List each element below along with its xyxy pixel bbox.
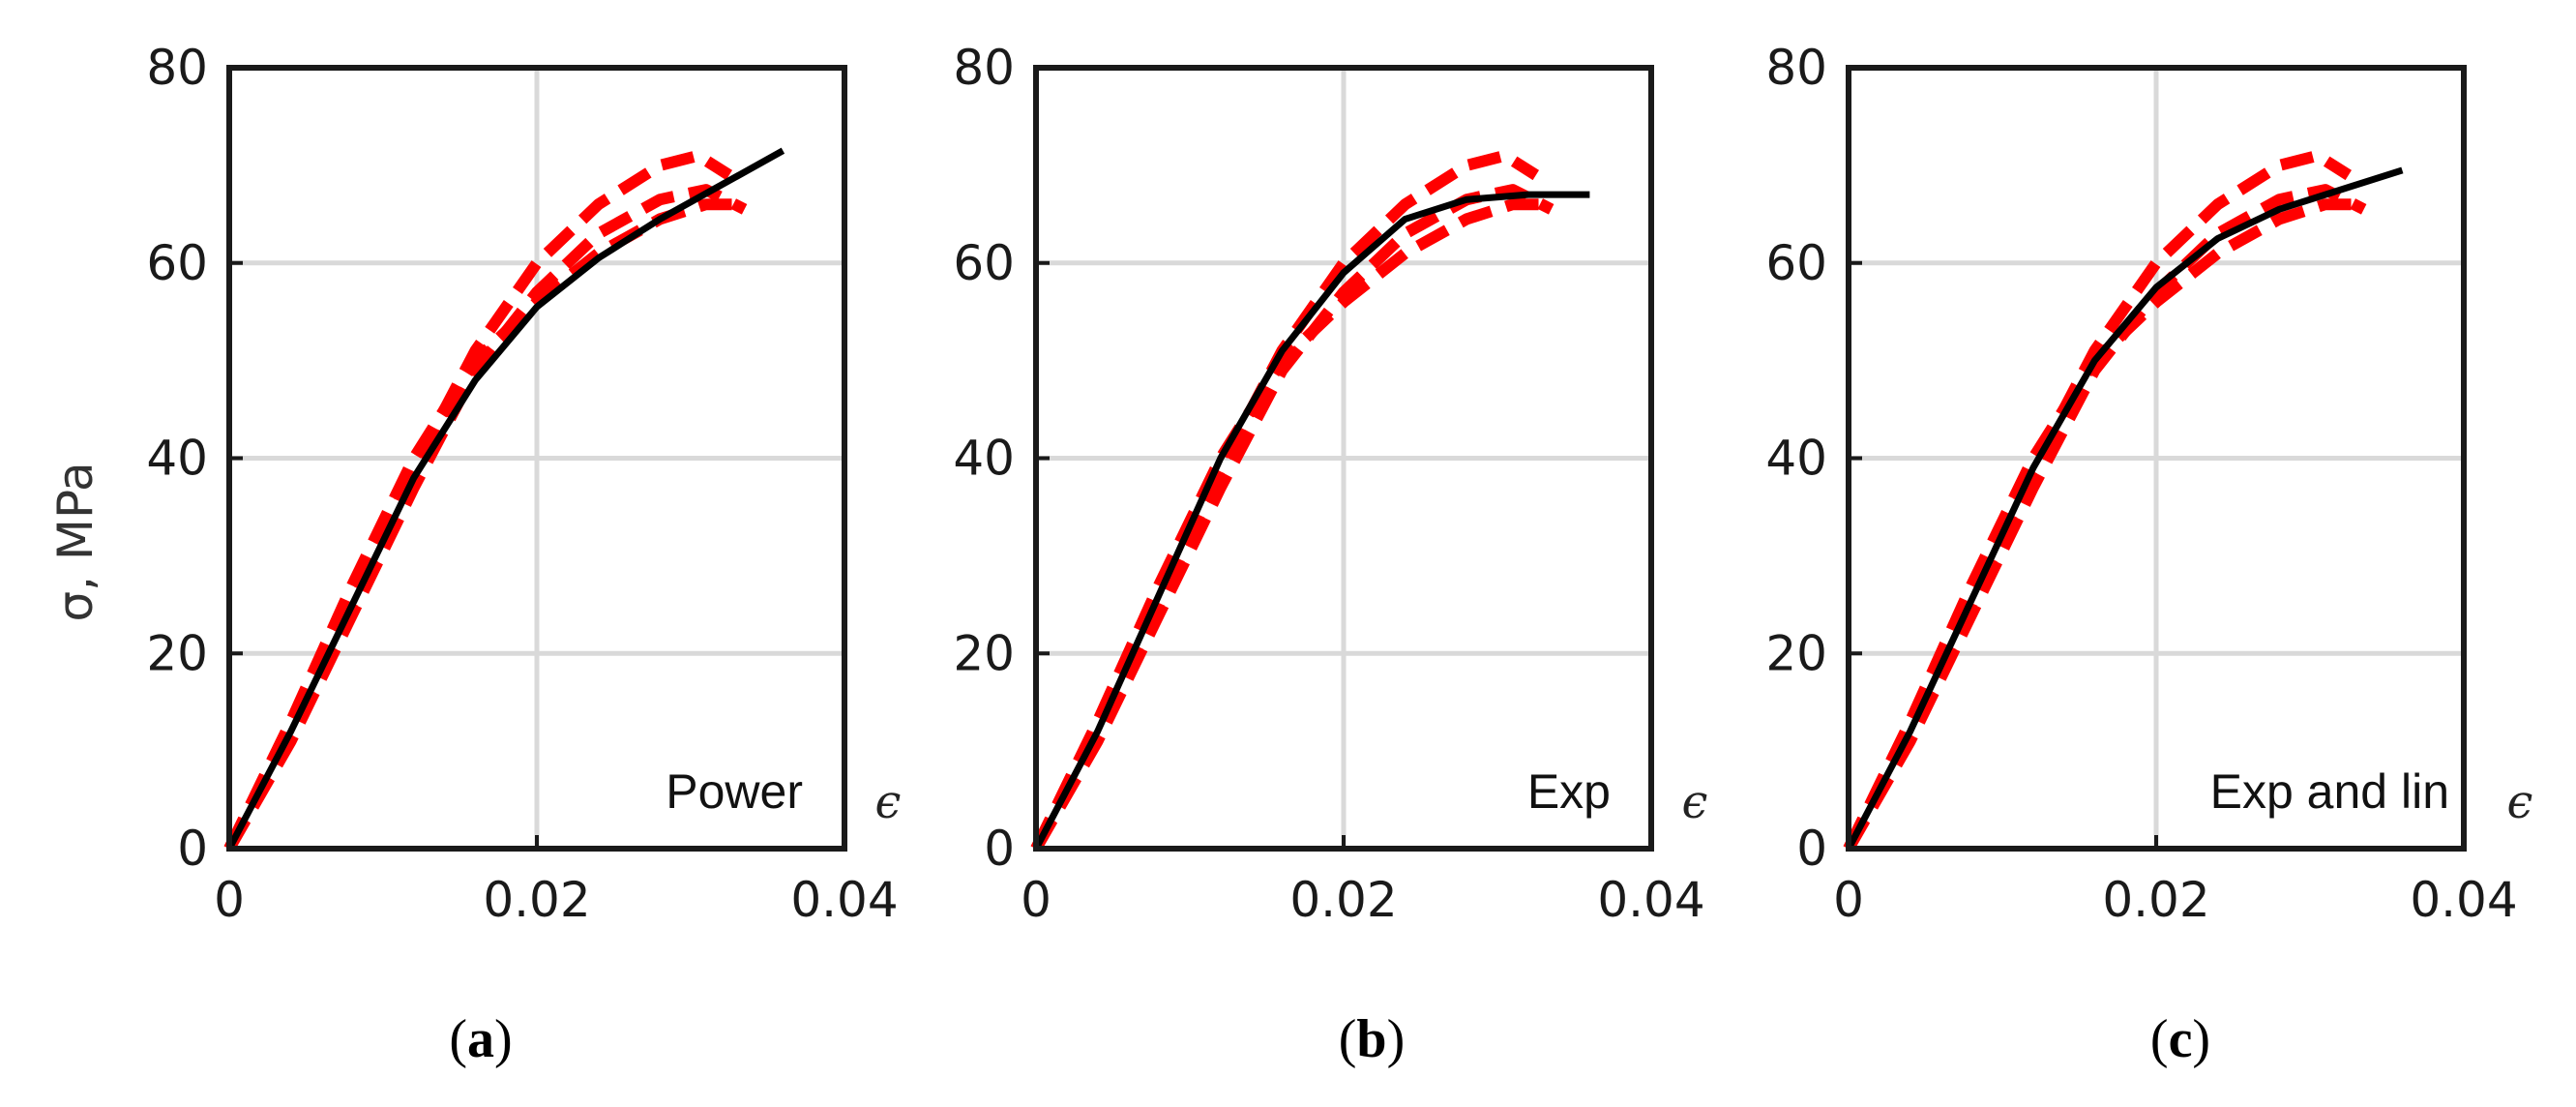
panel-b-ytick-label: 60 <box>953 235 1015 291</box>
panel-b-ytick-label: 40 <box>953 431 1015 487</box>
panel-c-ytick-label: 20 <box>1765 625 1827 681</box>
panel-b-xlabel: ϵ <box>1682 775 1708 829</box>
panel-c-ytick-label: 60 <box>1765 235 1827 291</box>
panel-a-xtick-label: 0.02 <box>483 872 590 928</box>
panel-a-annotation: Power <box>666 764 803 819</box>
panel-b-test-curve-2 <box>1030 184 1554 852</box>
panel-a-ytick-label: 20 <box>146 625 208 681</box>
panel-a-test-curve-1 <box>223 149 733 852</box>
panel-b-test-curve-3 <box>1030 198 1552 852</box>
panel-b-caption: (b) <box>1339 1009 1405 1069</box>
panel-b-xtick-label: 0 <box>1021 872 1051 928</box>
panel-c-ytick-label: 40 <box>1765 431 1827 487</box>
panel-b-ytick-label: 0 <box>984 821 1015 877</box>
panel-b-xtick-label: 0.02 <box>1289 872 1397 928</box>
panel-b-test-curve-1 <box>1030 149 1540 852</box>
panel-a-ytick-label: 0 <box>177 821 208 877</box>
panel-c-series <box>1843 149 2404 852</box>
panel-a-caption-letter: a <box>467 1009 494 1069</box>
panel-a-ytick-label: 80 <box>146 40 208 96</box>
panel-a-xtick-label: 0 <box>214 872 245 928</box>
panel-a-caption: (a) <box>449 1009 512 1069</box>
panel-c-xlabel: ϵ <box>2507 775 2533 829</box>
panel-c-ticks: 0 0.02 0.04 0 20 40 60 80 <box>1765 40 2517 928</box>
panel-a-series <box>223 147 785 852</box>
panel-a-grid <box>229 68 844 849</box>
panel-a: 0 0.02 0.04 0 20 40 60 80 Power ϵ σ, MPa (a) <box>47 40 901 1069</box>
panel-a-ylabel: σ, MPa <box>47 462 104 621</box>
panel-b-model-curve <box>1032 191 1590 851</box>
panel-c-caption-letter: c <box>2169 1009 2193 1069</box>
panel-a-ytick-label: 40 <box>146 431 208 487</box>
panel-b-caption-letter: b <box>1356 1009 1386 1069</box>
panel-c-test-curve-1 <box>1843 149 2353 852</box>
panel-c-model-curve <box>1845 166 2404 851</box>
panel-b-ytick-label: 20 <box>953 625 1015 681</box>
panel-b-ticks: 0 0.02 0.04 0 20 40 60 80 <box>953 40 1704 928</box>
panel-c-xtick-label: 0 <box>1833 872 1864 928</box>
panel-c-grid <box>1849 68 2464 849</box>
panel-c-xtick-label: 0.04 <box>2410 872 2517 928</box>
panel-b: 0 0.02 0.04 0 20 40 60 80 Exp ϵ (b) <box>953 40 1707 1069</box>
panel-b-ytick-label: 80 <box>953 40 1015 96</box>
panel-a-test-curve-2 <box>223 184 748 852</box>
panel-c-test-curve-2 <box>1843 184 2367 852</box>
panel-c: 0 0.02 0.04 0 20 40 60 80 Exp and lin ϵ (c) <box>1765 40 2532 1069</box>
panel-b-grid <box>1036 68 1651 849</box>
panel-a-test-curve-3 <box>223 198 745 852</box>
panel-c-ytick-label: 80 <box>1765 40 1827 96</box>
panel-b-annotation: Exp <box>1527 764 1611 819</box>
panel-a-model-curve <box>225 147 785 851</box>
panel-a-ticks: 0 0.02 0.04 0 20 40 60 80 <box>146 40 898 928</box>
panel-c-caption: (c) <box>2150 1009 2210 1069</box>
panel-a-xtick-label: 0.04 <box>790 872 898 928</box>
panel-a-ytick-label: 60 <box>146 235 208 291</box>
panel-c-xtick-label: 0.02 <box>2102 872 2209 928</box>
panel-c-ytick-label: 0 <box>1796 821 1827 877</box>
panel-b-series <box>1030 149 1590 852</box>
panel-a-xlabel: ϵ <box>875 775 902 829</box>
panel-c-test-curve-3 <box>1843 198 2364 852</box>
panel-b-xtick-label: 0.04 <box>1597 872 1704 928</box>
panel-c-annotation: Exp and lin <box>2210 764 2449 819</box>
